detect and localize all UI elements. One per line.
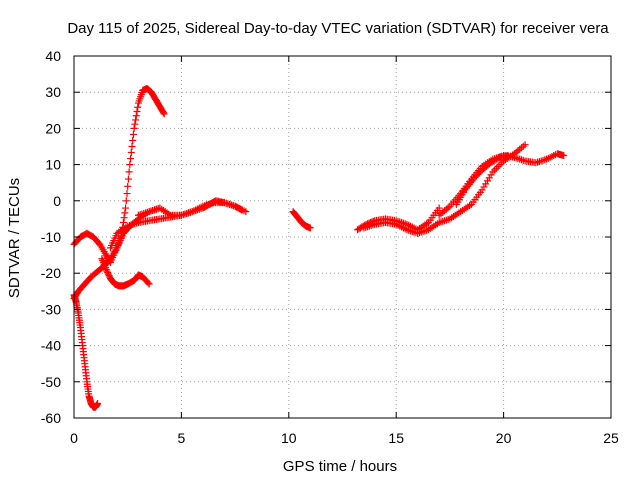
- data-point: [105, 272, 113, 280]
- data-point: [160, 109, 167, 117]
- data-point: [122, 204, 130, 212]
- data-point: [127, 149, 135, 157]
- data-point: [306, 224, 314, 232]
- data-point: [126, 161, 134, 169]
- x-tick-label: 15: [388, 430, 404, 446]
- data-point: [124, 175, 132, 183]
- data-point: [242, 208, 250, 216]
- grid-layer: [74, 56, 611, 418]
- data-point: [132, 112, 140, 120]
- data-point: [104, 269, 112, 277]
- data-point: [160, 110, 168, 118]
- series-arc-9: [360, 141, 529, 237]
- y-tick-label: -50: [41, 374, 61, 390]
- tick-layer: 0 5 10 15 20 25 -60 -50 -40 -30 -20 -10 0 10 20 30 40: [41, 48, 619, 446]
- x-tick-label: 10: [281, 430, 297, 446]
- data-point: [131, 120, 139, 128]
- data-point: [560, 152, 568, 160]
- y-tick-label: -40: [41, 338, 61, 354]
- y-axis-label: SDTVAR / TECUs: [6, 178, 23, 298]
- chart-title: Day 115 of 2025, Sidereal Day-to-day VTE…: [67, 20, 609, 37]
- data-point: [104, 270, 112, 278]
- y-tick-label: -20: [41, 265, 61, 281]
- data-point: [504, 152, 512, 160]
- data-point: [133, 108, 141, 116]
- data-point: [238, 206, 246, 214]
- data-point: [125, 168, 133, 176]
- data-point: [102, 266, 110, 274]
- series-arc-7: [289, 208, 314, 232]
- data-point: [127, 155, 135, 163]
- data-point: [94, 400, 102, 408]
- y-tick-label: 40: [45, 48, 61, 64]
- data-point: [521, 141, 529, 149]
- y-tick-label: 0: [53, 193, 61, 209]
- series-arc-6: [134, 197, 246, 219]
- data-point: [129, 130, 137, 138]
- y-tick-label: 30: [45, 84, 61, 100]
- data-point: [435, 204, 443, 212]
- y-tick-label: -60: [41, 410, 61, 426]
- data-point: [134, 103, 142, 111]
- data-point: [103, 267, 111, 275]
- data-point: [144, 279, 152, 287]
- data-point: [121, 209, 129, 217]
- data-point: [145, 280, 153, 288]
- y-tick-label: 20: [45, 120, 61, 136]
- series-arc-11: [452, 152, 512, 208]
- y-tick-label: 10: [45, 157, 61, 173]
- y-tick-label: -10: [41, 229, 61, 245]
- data-point: [120, 214, 128, 222]
- x-axis-label: GPS time / hours: [283, 458, 397, 475]
- x-tick-label: 25: [603, 430, 619, 446]
- y-tick-label: -30: [41, 301, 61, 317]
- series-arc-3: [98, 255, 153, 290]
- data-point: [130, 124, 138, 132]
- data-point: [128, 143, 136, 150]
- data-point: [123, 190, 131, 198]
- data-point: [129, 136, 137, 144]
- data-point: [236, 205, 244, 213]
- x-tick-label: 20: [496, 430, 512, 446]
- data-point: [119, 219, 127, 227]
- data-point: [124, 182, 132, 190]
- data-point: [132, 116, 140, 124]
- x-tick-label: 0: [70, 430, 78, 446]
- series-layer: [70, 85, 568, 411]
- x-tick-label: 5: [178, 430, 186, 446]
- data-point: [122, 197, 130, 205]
